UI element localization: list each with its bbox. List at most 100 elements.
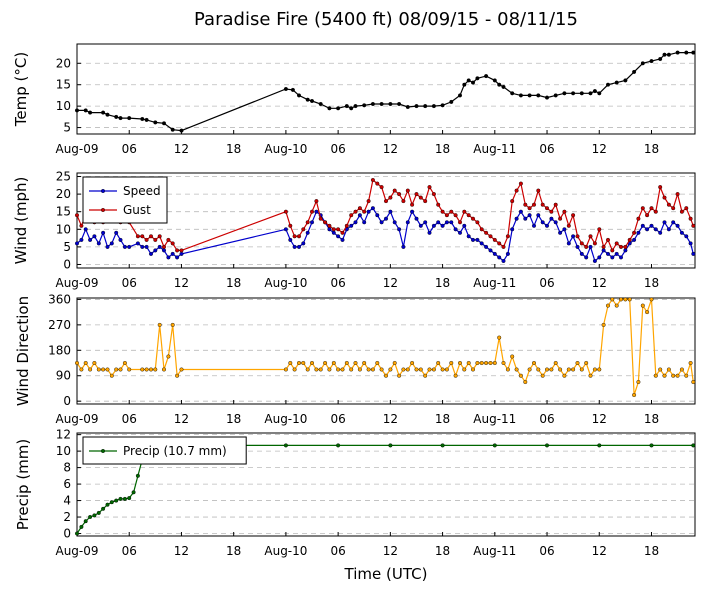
data-point [601,322,606,327]
data-point [431,223,436,228]
data-point [327,367,332,372]
data-point [462,209,467,214]
data-point [101,506,106,511]
data-point [305,230,310,235]
data-point [362,361,367,366]
data-point [623,78,628,83]
x-tick-label: Aug-09 [55,142,98,156]
y-tick-label: 270 [48,318,71,332]
y-tick-label: 25 [56,170,71,184]
data-point [370,367,375,372]
legend-marker [100,188,105,193]
data-point [662,52,667,57]
data-point [488,361,493,366]
legend: Precip (10.7 mm) [82,436,247,465]
series-0-0 [74,50,696,133]
y-tick-label: 180 [48,343,71,357]
data-point [431,367,436,372]
data-point [649,223,654,228]
data-point [592,259,597,264]
panel-1: 0 5 10 15 20 25 Aug-09 06 12 18 Aug-10 06 12 18 Aug-11… [12,170,696,290]
data-point [662,220,667,225]
data-point [640,303,645,308]
data-point [492,361,497,366]
data-point [397,227,402,232]
data-point [392,188,397,193]
x-tick-label: 18 [435,412,450,426]
series-line [76,298,694,396]
data-point [492,78,497,83]
data-point [140,116,145,121]
data-point [532,361,537,366]
data-point [440,367,445,372]
data-point [505,251,510,256]
data-point [323,361,328,366]
data-point [684,206,689,211]
data-point [471,216,476,221]
data-point [122,244,127,249]
data-point [536,213,541,218]
data-point [357,213,362,218]
data-point [691,223,696,228]
data-point [92,513,97,518]
data-point [109,373,114,378]
legend-label: Gust [123,203,151,217]
data-point [653,227,658,232]
data-point [290,87,295,92]
data-point [632,69,637,74]
data-point [488,234,493,239]
data-point [691,380,696,385]
data-point [384,199,389,204]
data-point [101,110,106,115]
data-point [170,322,175,327]
data-point [297,244,302,249]
data-point [592,367,597,372]
data-point [118,496,123,501]
data-point [83,227,88,232]
x-tick-label: 06 [330,544,345,558]
data-point [423,220,428,225]
data-point [344,223,349,228]
data-point [671,220,676,225]
y-tick-label: 15 [56,205,71,219]
legend-marker [100,207,105,212]
data-point [157,234,162,239]
data-point [527,206,532,211]
y-tick-label: 5 [63,121,71,135]
data-point [471,80,476,85]
x-tick-label: 12 [592,544,607,558]
x-tick-label: Aug-11 [473,276,516,290]
data-point [170,251,175,256]
series-precip-10-7-mm- [74,443,696,536]
data-point [179,251,184,256]
data-point [553,202,558,207]
data-point [310,209,315,214]
data-point [305,220,310,225]
x-tick-label: 12 [174,142,189,156]
data-point [405,367,410,372]
data-point [679,230,684,235]
data-point [388,101,393,106]
data-point [161,248,166,253]
data-point [597,443,602,448]
data-point [283,209,288,214]
data-point [458,361,463,366]
data-point [327,227,332,232]
data-point [310,361,315,366]
data-point [632,237,637,242]
data-point [148,367,153,372]
x-tick-label: 12 [174,412,189,426]
data-point [653,209,658,214]
data-point [562,227,567,232]
data-point [122,361,127,366]
data-point [388,443,393,448]
data-point [79,223,84,228]
data-point [362,209,367,214]
data-point [88,515,93,520]
data-point [292,244,297,249]
data-point [283,367,288,372]
x-tick-label: 18 [644,276,659,290]
data-point [414,192,419,197]
data-point [423,104,428,109]
